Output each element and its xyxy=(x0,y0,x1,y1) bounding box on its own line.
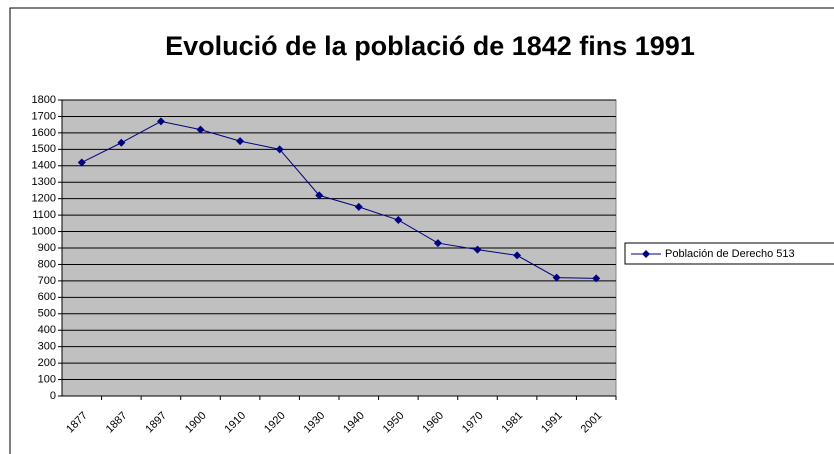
data-point xyxy=(433,239,442,248)
data-point xyxy=(592,274,601,283)
y-tick-label: 1700 xyxy=(32,110,56,122)
data-point xyxy=(315,191,324,200)
y-tick-label: 1000 xyxy=(32,225,56,237)
y-tick-label: 1300 xyxy=(32,176,56,188)
data-point xyxy=(552,273,561,282)
y-tick-label: 600 xyxy=(38,291,56,303)
data-point xyxy=(354,202,363,211)
y-tick-label: 1500 xyxy=(32,143,56,155)
data-point xyxy=(117,138,126,147)
data-point xyxy=(513,251,522,260)
data-point xyxy=(394,216,403,225)
y-tick-label: 1600 xyxy=(32,127,56,139)
legend-marker xyxy=(642,250,650,258)
y-tick-label: 1200 xyxy=(32,193,56,205)
y-tick-label: 900 xyxy=(38,242,56,254)
y-tick-label: 500 xyxy=(38,308,56,320)
y-tick-label: 0 xyxy=(50,390,56,402)
legend-label: Población de Derecho 513 xyxy=(665,248,795,260)
y-tick-label: 1800 xyxy=(32,94,56,106)
data-point xyxy=(473,245,482,254)
data-point xyxy=(275,145,284,154)
y-tick-label: 200 xyxy=(38,357,56,369)
y-tick-label: 800 xyxy=(38,258,56,270)
chart-title: Evolució de la població de 1842 fins 199… xyxy=(165,31,695,61)
data-point xyxy=(196,125,205,134)
y-tick-label: 100 xyxy=(38,373,56,385)
data-point xyxy=(236,137,245,146)
y-tick-label: 700 xyxy=(38,275,56,287)
series-line xyxy=(81,120,597,279)
y-tick-label: 400 xyxy=(38,324,56,336)
data-point xyxy=(77,158,86,167)
y-tick-label: 300 xyxy=(38,341,56,353)
legend-box xyxy=(624,242,834,265)
data-point xyxy=(156,117,165,126)
y-tick-label: 1400 xyxy=(32,160,56,172)
y-tick-label: 1100 xyxy=(32,209,56,221)
